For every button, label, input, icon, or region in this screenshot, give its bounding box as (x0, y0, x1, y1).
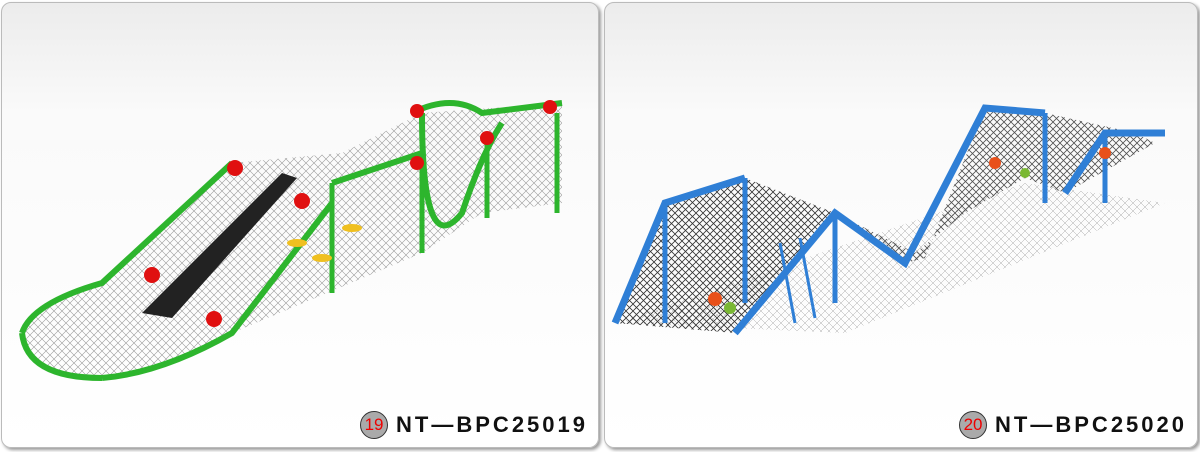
product-code: NT—BPC25019 (396, 412, 588, 437)
play-structure-green-image (19, 100, 563, 381)
product-label: 19 NT—BPC25019 (360, 411, 588, 439)
product-card-20: 20 NT—BPC25020 (604, 2, 1198, 448)
product-code: NT—BPC25020 (995, 412, 1187, 437)
play-structure-blue-image (611, 104, 1165, 336)
product-number-badge: 19 (360, 411, 389, 439)
product-card-19: 19 NT—BPC25019 (1, 2, 599, 448)
product-label: 20 NT—BPC25020 (959, 411, 1187, 439)
product-number-badge: 20 (959, 411, 988, 439)
